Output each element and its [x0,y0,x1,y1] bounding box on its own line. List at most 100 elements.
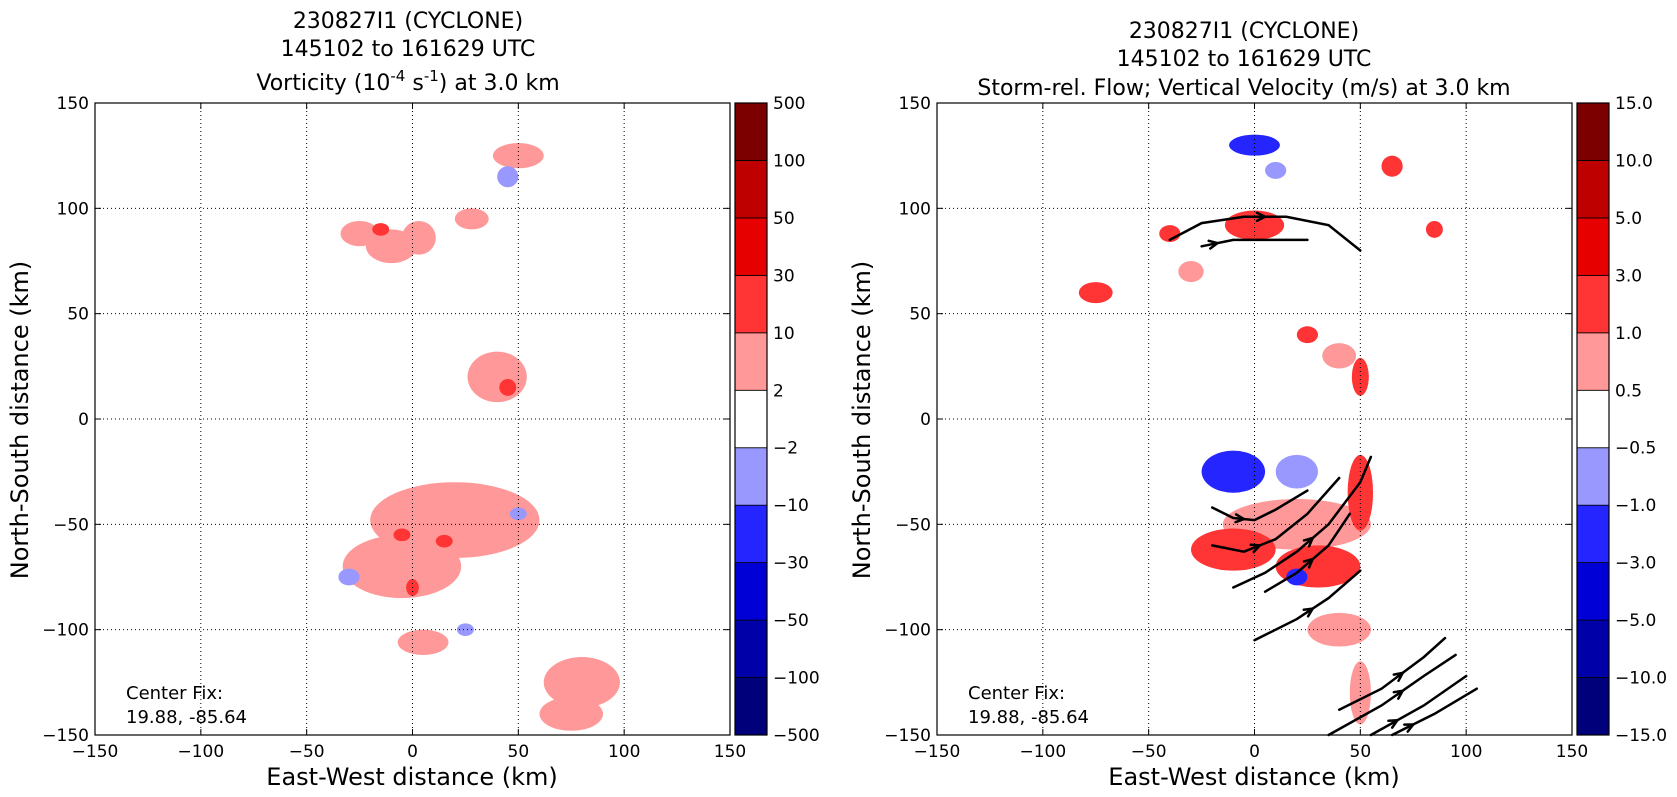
velocity-colorbar-swatch-6 [1576,332,1610,391]
vorticity-center-fix-coords: 19.88, -85.64 [126,707,247,728]
vorticity-y-tick-label-2: −50 [53,515,89,535]
velocity-x-tick-label-5: 100 [1450,742,1482,762]
velocity-colorbar-frame [1576,102,1610,736]
vorticity-field-blob-18 [456,623,474,636]
velocity-x-tick-label-6: 150 [1556,742,1588,762]
velocity-streamline-arrow-2 [1234,513,1246,524]
velocity-y-tick-label-4: 50 [909,305,931,325]
vorticity-plot-area: −150 −100 −50 0 50 100 150−150−100−50050100150… [42,94,819,762]
velocity-streamline-arrow-4 [1302,536,1314,548]
vorticity-field-blob-15 [539,697,603,731]
velocity-streamline-9 [1369,674,1468,737]
velocity-streamline-3 [1210,476,1341,553]
vorticity-colorbar-label-3: −30 [773,554,809,574]
velocity-streamline-arrow-0 [1255,211,1267,222]
vorticity-colorbar-swatch-10 [734,102,768,161]
vorticity-y-tick-label-1: −100 [42,621,89,641]
vorticity-colorbar-swatch-6 [734,332,768,391]
vorticity-x-axis-label: East-West distance (km) [266,763,557,791]
vorticity-colorbar-label-11: 500 [773,94,805,114]
vorticity-title-line-1: 230827I1 (CYCLONE) [293,9,523,34]
vorticity-field-blob-7 [499,378,517,396]
velocity-colorbar-label-7: 1.0 [1615,324,1642,344]
velocity-y-tick-label-0: −150 [884,726,931,746]
vorticity-y-tick-label-3: 0 [78,410,89,430]
vorticity-field-blob-4 [454,208,489,230]
velocity-y-axis-label: North-South distance (km) [848,261,876,580]
vorticity-colorbar-swatch-9 [734,160,768,219]
vorticity-colorbar-swatch-7 [734,274,768,334]
velocity-y-tick-label-5: 100 [899,199,931,219]
velocity-field-blob-4 [1381,155,1403,177]
velocity-y-tick-label-1: −100 [884,621,931,641]
velocity-center-fix-label: Center Fix: [968,683,1065,704]
velocity-title-line-1: 230827I1 (CYCLONE) [1129,19,1359,44]
velocity-y-tick-label-3: 0 [920,410,931,430]
velocity-colorbar-label-6: 0.5 [1615,381,1642,401]
vorticity-field-blob-17 [338,568,360,586]
vorticity-colorbar-swatch-0 [734,677,768,736]
velocity-streamline-arrow-6 [1302,607,1314,618]
velocity-streamline-arrow-3 [1249,543,1262,554]
vorticity-x-tick-label-4: 50 [508,742,530,762]
vorticity-field-blob-2 [372,223,390,236]
vorticity-colorbar-swatch-4 [734,447,768,506]
velocity-colorbar-label-11: 15.0 [1615,94,1653,114]
vorticity-colorbar-swatch-3 [734,504,768,564]
velocity-field-blob-15 [1229,134,1280,156]
velocity-field-blob-2 [1178,261,1204,283]
velocity-colorbar-label-5: −0.5 [1615,439,1656,459]
vorticity-y-tick-label-6: 150 [57,94,89,114]
velocity-field-blob-13 [1307,612,1371,647]
vorticity-colorbar-label-0: −500 [773,726,820,746]
vorticity-y-tick-label-0: −150 [42,726,89,746]
velocity-field-blob-14 [1349,661,1371,725]
velocity-colorbar-label-8: 3.0 [1615,266,1642,286]
velocity-colorbar-swatch-7 [1576,274,1610,334]
vorticity-colorbar-swatch-2 [734,562,768,621]
vorticity-colorbar-frame [734,102,768,736]
velocity-x-tick-label-2: −50 [1131,742,1167,762]
velocity-colorbar-swatch-2 [1576,562,1610,621]
vorticity-field-blob-9 [342,534,462,599]
velocity-field-blob-19 [1286,568,1308,586]
vorticity-field-blob-10 [435,534,453,548]
velocity-colorbar-swatch-10 [1576,102,1610,161]
vorticity-field-blob-11 [393,528,411,542]
velocity-y-tick-label-6: 150 [899,94,931,114]
velocity-streamline-arrow-9 [1387,719,1399,729]
vorticity-colorbar-label-4: −10 [773,496,809,516]
vorticity-field-blob-3 [401,220,436,255]
vorticity-x-tick-label-1: −100 [177,742,224,762]
vorticity-colorbar-swatch-5 [734,389,768,449]
velocity-streamline-arrow-8 [1392,689,1404,700]
vorticity-x-tick-label-2: −50 [289,742,325,762]
vorticity-y-axis-label: North-South distance (km) [6,261,34,580]
velocity-streamline-arrow-7 [1392,671,1404,683]
velocity-title-line-2: 145102 to 161629 UTC [1117,47,1372,72]
vorticity-field-blob-16 [497,166,519,188]
vorticity-field-blob-13 [397,629,449,655]
velocity-streamline-1 [1200,238,1309,248]
velocity-streamline-2 [1210,489,1309,522]
vorticity-x-tick-label-3: 0 [407,742,418,762]
velocity-colorbar-swatch-9 [1576,160,1610,219]
vorticity-x-tick-label-0: −150 [72,742,119,762]
vorticity-colorbar-label-7: 10 [773,324,795,344]
vorticity-colorbar-swatch-8 [734,217,768,276]
vorticity-colorbar-label-1: −100 [773,669,820,689]
vorticity-colorbar-swatch-1 [734,619,768,678]
vorticity-colorbar-label-8: 30 [773,266,795,286]
vorticity-x-tick-label-5: 100 [608,742,640,762]
velocity-field-blob-5 [1425,220,1443,238]
velocity-streamline-arrow-1 [1207,239,1219,250]
velocity-x-tick-label-3: 0 [1249,742,1260,762]
velocity-x-tick-label-0: −150 [914,742,961,762]
velocity-colorbar-swatch-4 [1576,447,1610,506]
vorticity-field-blob-14 [543,657,620,708]
vorticity-colorbar-label-9: 50 [773,209,795,229]
vorticity-field-blob-19 [509,507,527,521]
velocity-streamline-arrow-10 [1403,723,1415,733]
velocity-field-blob-12 [1347,454,1374,531]
